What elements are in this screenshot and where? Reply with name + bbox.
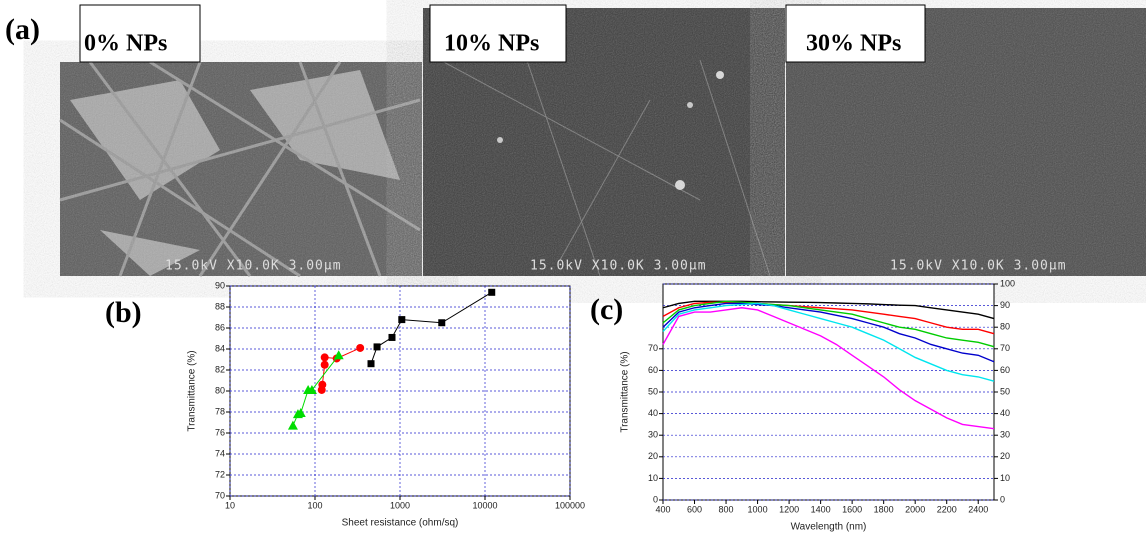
x-tick-label: 1800 — [874, 504, 894, 514]
panel-label: (c) — [590, 293, 623, 326]
x-tick-label: 1600 — [842, 504, 862, 514]
point — [388, 334, 395, 341]
image-label: 0% NPs — [84, 31, 167, 57]
point — [488, 289, 495, 296]
point — [321, 353, 329, 361]
x-axis-label: Sheet resistance (ohm/sq) — [342, 518, 459, 529]
x-tick-label: 2000 — [905, 504, 925, 514]
y-tick-label: 82 — [215, 364, 225, 374]
y-tick-label: 76 — [215, 427, 225, 437]
x-tick-label: 800 — [719, 504, 734, 514]
x-tick-label: 2200 — [937, 504, 957, 514]
y-tick-label: 78 — [215, 406, 225, 416]
point — [356, 344, 364, 352]
scale-text: 15.0kV X10.0K 3.00µm — [530, 259, 707, 274]
y-axis-label: Transmittance (%) — [620, 351, 631, 432]
y2-tick-label: 50 — [1000, 386, 1010, 396]
panel-label: (b) — [105, 296, 142, 329]
y2-tick-label: 100 — [1000, 278, 1015, 288]
x-tick-label: 2400 — [968, 504, 988, 514]
y-tick-label: 88 — [215, 301, 225, 311]
x-tick-label: 1400 — [811, 504, 831, 514]
x-tick-label: 1000 — [748, 504, 768, 514]
y-tick-label: 50 — [648, 386, 658, 396]
image-label: 10% NPs — [444, 31, 539, 57]
y-tick-label: 86 — [215, 322, 225, 332]
y2-tick-label: 60 — [1000, 365, 1010, 375]
point — [368, 360, 375, 367]
x-tick-label: 10000 — [472, 500, 497, 510]
scale-text: 15.0kV X10.0K 3.00µm — [890, 259, 1067, 274]
scale-text: 15.0kV X10.0K 3.00µm — [165, 259, 342, 274]
y-tick-label: 60 — [648, 365, 658, 375]
y2-tick-label: 0 — [1000, 494, 1005, 504]
image-label: 30% NPs — [806, 31, 901, 57]
x-tick-label: 100000 — [555, 500, 585, 510]
point — [398, 316, 405, 323]
y-tick-label: 80 — [215, 385, 225, 395]
y-tick-label: 72 — [215, 469, 225, 479]
y-tick-label: 70 — [215, 490, 225, 500]
y2-tick-label: 40 — [1000, 408, 1010, 418]
point — [374, 343, 381, 350]
y-tick-label: 30 — [648, 430, 658, 440]
y-tick-label: 40 — [648, 408, 658, 418]
x-tick-label: 600 — [687, 504, 702, 514]
figure: 0% NPs 10% NPs 30% NPs 15.0kV X10.0K 3.0… — [0, 0, 1146, 537]
y2-tick-label: 90 — [1000, 300, 1010, 310]
sem-image — [60, 62, 422, 276]
y-tick-label: 0 — [653, 494, 658, 504]
y-tick-label: 74 — [215, 448, 225, 458]
x-axis-label: Wavelength (nm) — [791, 522, 867, 533]
point — [318, 381, 326, 389]
y-tick-label: 84 — [215, 343, 225, 353]
y2-tick-label: 70 — [1000, 343, 1010, 353]
x-tick-label: 100 — [307, 500, 322, 510]
x-tick-label: 1000 — [390, 500, 410, 510]
y2-tick-label: 80 — [1000, 322, 1010, 332]
point — [438, 319, 445, 326]
x-tick-label: 400 — [655, 504, 670, 514]
panel-label: (a) — [5, 13, 40, 46]
y2-tick-label: 30 — [1000, 430, 1010, 440]
y-tick-label: 90 — [215, 280, 225, 290]
y-tick-label: 70 — [648, 343, 658, 353]
y2-tick-label: 20 — [1000, 451, 1010, 461]
y-tick-label: 20 — [648, 451, 658, 461]
y-axis-label: Transmittance (%) — [187, 350, 198, 431]
point — [321, 361, 329, 369]
x-tick-label: 1200 — [779, 504, 799, 514]
x-tick-label: 10 — [225, 500, 235, 510]
y2-tick-label: 10 — [1000, 473, 1010, 483]
y-tick-label: 10 — [648, 473, 658, 483]
